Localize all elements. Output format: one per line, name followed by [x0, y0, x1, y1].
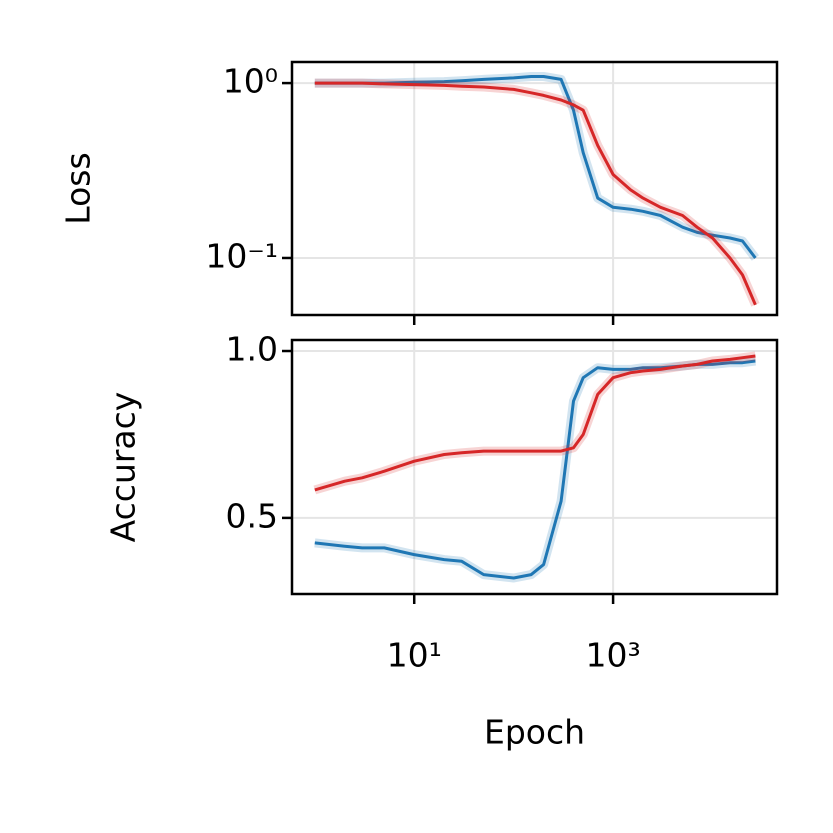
y-axis-label: Accuracy: [104, 392, 143, 543]
x-tick-label: 10¹: [387, 636, 442, 675]
y-tick-label: 10⁻¹: [205, 236, 278, 275]
axes-frame: [290, 60, 779, 317]
y-axis-label: Loss: [59, 152, 98, 224]
series-band: [314, 78, 760, 307]
series-band: [313, 351, 756, 495]
x-axis-label: Epoch: [484, 713, 585, 752]
x-tick-label: 10³: [585, 636, 640, 675]
series-line: [314, 81, 757, 306]
y-tick-label: 1.0: [226, 330, 278, 369]
y-tick-label: 10⁰: [223, 62, 278, 101]
axes-frame: [290, 338, 779, 596]
series-line: [314, 354, 756, 492]
y-tick-label: 0.5: [226, 496, 278, 535]
series-line: [314, 75, 757, 259]
